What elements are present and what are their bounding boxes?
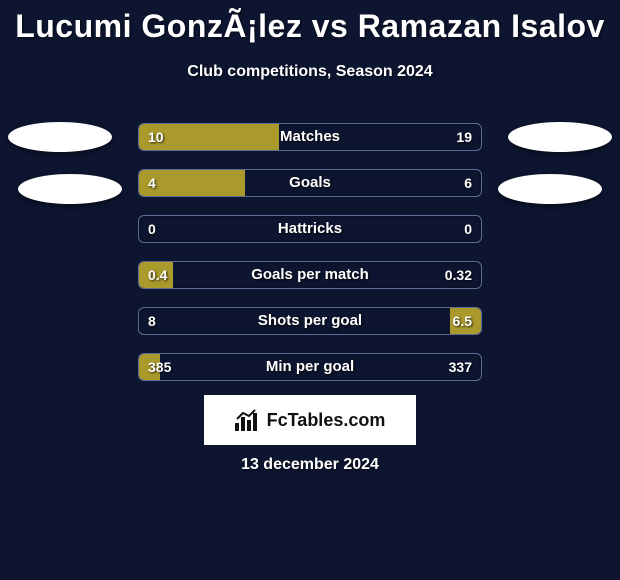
avatar-ellipse [18, 174, 122, 204]
stat-value-left: 4 [148, 169, 156, 197]
stat-value-left: 0.4 [148, 261, 167, 289]
stat-bar [138, 169, 482, 197]
stat-row: Min per goal385337 [0, 353, 620, 399]
stat-value-right: 6.5 [453, 307, 472, 335]
stat-value-right: 6 [464, 169, 472, 197]
stat-value-left: 385 [148, 353, 171, 381]
page-title: Lucumi GonzÃ¡lez vs Ramazan Isalov [0, 0, 620, 45]
stat-value-left: 8 [148, 307, 156, 335]
stat-value-right: 0.32 [445, 261, 472, 289]
fctables-icon [235, 409, 261, 431]
avatar-ellipse [8, 122, 112, 152]
avatar-ellipse [498, 174, 602, 204]
stat-row: Shots per goal86.5 [0, 307, 620, 353]
stat-bar [138, 353, 482, 381]
stat-value-left: 0 [148, 215, 156, 243]
subtitle: Club competitions, Season 2024 [0, 63, 620, 81]
stat-row: Hattricks00 [0, 215, 620, 261]
logo-box: FcTables.com [204, 395, 416, 445]
stat-bar [138, 123, 482, 151]
stat-value-right: 19 [456, 123, 472, 151]
avatar-ellipse [508, 122, 612, 152]
stat-value-right: 0 [464, 215, 472, 243]
date-text: 13 december 2024 [0, 456, 620, 474]
stat-bar [138, 261, 482, 289]
stat-bar [138, 307, 482, 335]
logo-text: FcTables.com [267, 410, 386, 431]
stat-bar [138, 215, 482, 243]
stat-row: Goals per match0.40.32 [0, 261, 620, 307]
stats-rows: Matches1019Goals46Hattricks00Goals per m… [0, 123, 620, 399]
stat-value-left: 10 [148, 123, 164, 151]
stat-value-right: 337 [449, 353, 472, 381]
